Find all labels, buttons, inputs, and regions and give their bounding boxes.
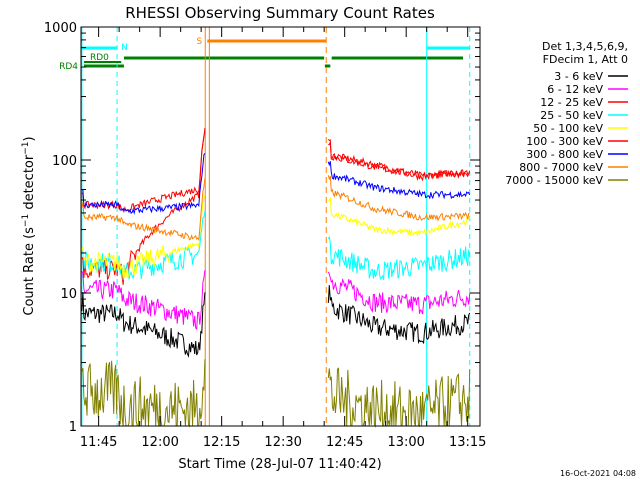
legend-entry-label: 50 - 100 keV — [533, 122, 603, 135]
x-tick-label: 13:00 — [387, 435, 424, 450]
y-axis-label: Count Rate (s−1 detector−1) — [21, 136, 37, 315]
series-line-8 — [81, 175, 470, 242]
series-line-1 — [81, 285, 471, 358]
y-tick-label: 10 — [60, 287, 77, 302]
x-tick-label: 13:15 — [449, 435, 486, 450]
y-tick-label: 1000 — [44, 21, 77, 36]
x-axis-label: Start Time (28-Jul-07 11:40:42) — [178, 457, 381, 472]
observing-flags: N S RD0 RD4 — [59, 27, 471, 426]
series-line-5 — [81, 194, 471, 279]
footer-date: 16-Oct-2021 04:08 — [560, 469, 636, 478]
series-line-2 — [81, 270, 471, 331]
x-tick-label: 12:15 — [203, 435, 240, 450]
legend-entry-label: 800 - 7000 keV — [519, 161, 603, 174]
series-lines — [81, 128, 471, 428]
series-line-7 — [81, 153, 471, 215]
rd0-flag-label: RD0 — [90, 53, 109, 63]
chart-title: RHESSI Observing Summary Count Rates — [125, 4, 435, 22]
legend-header-line: Det 1,3,4,5,6,9, — [542, 40, 628, 53]
legend-entry-label: 100 - 300 keV — [526, 135, 603, 148]
rd4-flag-label: RD4 — [59, 62, 78, 72]
y-tick-label: 100 — [52, 154, 77, 169]
x-tick-label: 11:45 — [80, 435, 117, 450]
legend-entry-label: 300 - 800 keV — [526, 148, 603, 161]
x-tick-label: 12:30 — [264, 435, 301, 450]
night-flag-label: N — [121, 43, 128, 53]
series-line-9 — [81, 359, 471, 428]
legend-header-line: FDecim 1, Att 0 — [543, 53, 628, 66]
legend-entry-label: 7000 - 15000 keV — [505, 174, 603, 187]
legend-entry-label: 25 - 50 keV — [540, 109, 603, 122]
legend-entry-label: 12 - 25 keV — [540, 96, 603, 109]
x-tick-label: 12:00 — [141, 435, 178, 450]
legend-entry-label: 6 - 12 keV — [547, 83, 603, 96]
legend-entry-label: 3 - 6 keV — [554, 70, 603, 83]
series-line-6 — [81, 131, 471, 214]
saa-flag-label: S — [197, 37, 203, 47]
axes: 1 10 100 1000 11:45 12:00 12:15 12:30 12:45 13:00… — [44, 21, 487, 450]
y-tick-label: 1 — [69, 420, 77, 435]
plot-frame — [80, 26, 481, 427]
legend: Det 1,3,4,5,6,9,FDecim 1, Att 0 3 - 6 keV… — [505, 40, 628, 187]
x-tick-label: 12:45 — [326, 435, 363, 450]
